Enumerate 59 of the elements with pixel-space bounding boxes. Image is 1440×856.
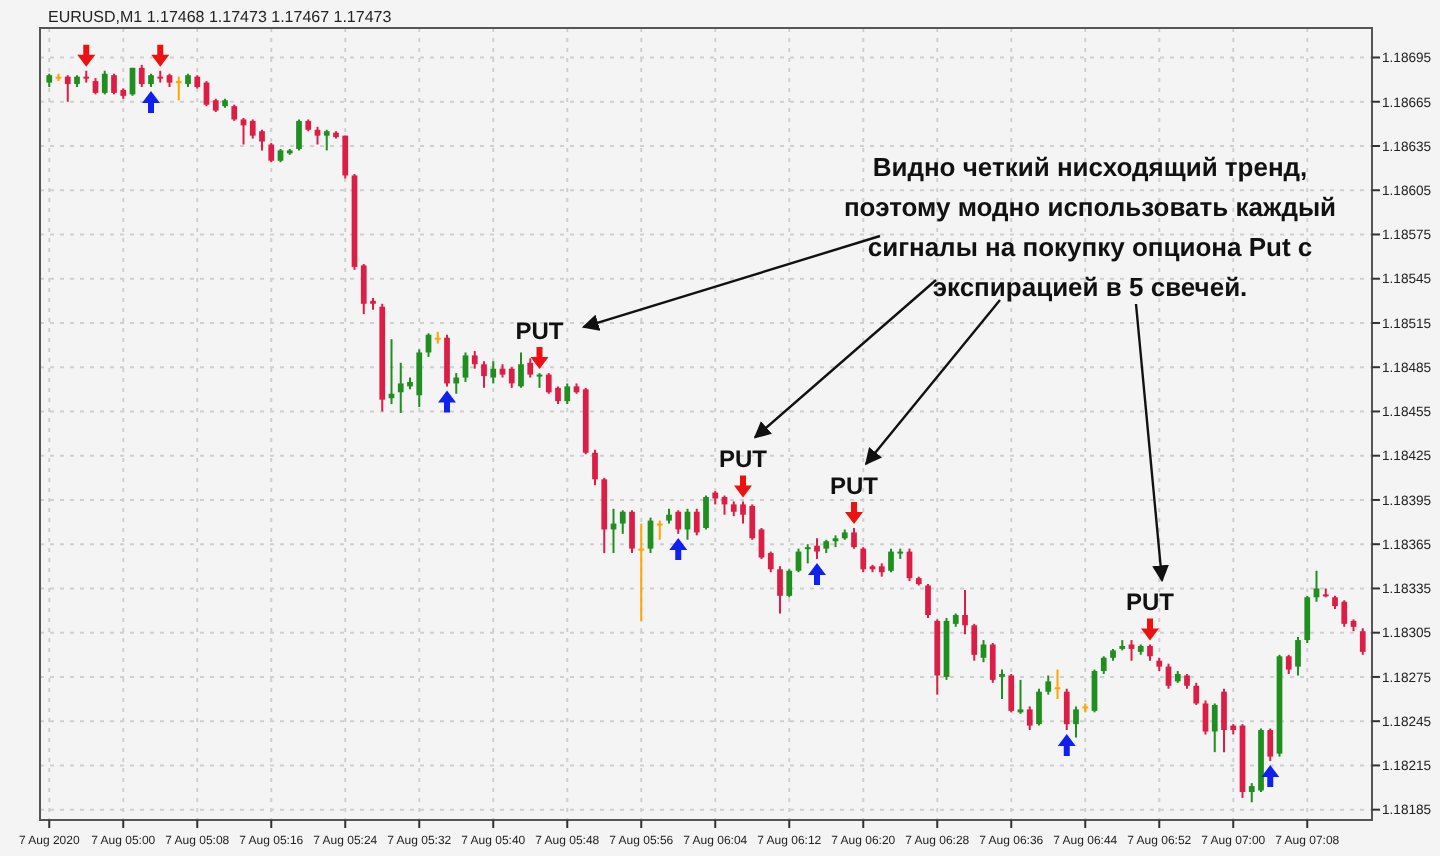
candlestick — [999, 668, 1005, 701]
candlestick — [1026, 705, 1033, 732]
candlestick — [804, 543, 811, 565]
candlestick — [989, 642, 996, 684]
candlestick — [1295, 636, 1301, 677]
candlestick — [592, 448, 598, 487]
candlestick — [1211, 702, 1218, 754]
candlestick — [444, 333, 450, 388]
candlestick — [490, 360, 497, 385]
candlestick — [138, 63, 145, 88]
candlestick — [296, 118, 302, 152]
annotation: PUT — [830, 471, 880, 500]
candlestick — [962, 588, 968, 636]
candlestick — [518, 351, 524, 389]
candlestick — [1128, 639, 1135, 662]
candlestick — [675, 509, 682, 535]
candlestick — [693, 507, 700, 537]
candlestick — [462, 351, 469, 383]
annotation: PUT — [515, 317, 565, 346]
candlestick — [101, 69, 108, 96]
candlestick — [860, 546, 867, 574]
candlestick — [564, 382, 571, 406]
candlestick — [1036, 687, 1042, 727]
candlestick — [786, 568, 793, 599]
annotation: PUT — [1126, 588, 1176, 617]
candlestick — [323, 128, 330, 152]
candlestick — [536, 372, 543, 389]
candlestick — [1359, 627, 1366, 656]
chart-title: EURUSD,M1 1.17468 1.17473 1.17467 1.17473 — [48, 8, 393, 26]
candlestick — [656, 519, 663, 541]
candlestick — [508, 366, 515, 389]
candlestick — [1304, 594, 1311, 645]
candlestick — [814, 537, 820, 560]
candlestick — [1008, 672, 1015, 714]
annotation: Видно четкий нисходящий тренд, поэтому модно использовать каждый сигналы на покупку опциона Put с экспирацией в 5 свечей. — [843, 152, 1337, 302]
candlestick — [175, 75, 182, 102]
candlestick — [1073, 705, 1079, 739]
candlestick — [481, 360, 487, 389]
candlestick — [268, 142, 275, 164]
candlestick — [1285, 653, 1292, 675]
candlestick — [1202, 699, 1209, 736]
candlestick — [1054, 668, 1061, 701]
candlestick — [925, 583, 931, 619]
candlestick — [1063, 687, 1070, 732]
candlestick — [851, 526, 857, 550]
candlestick — [980, 639, 987, 664]
candlestick — [777, 565, 783, 615]
candlestick — [767, 550, 774, 574]
candlestick — [1267, 727, 1274, 763]
candlestick — [619, 509, 626, 535]
candlestick — [527, 357, 534, 379]
candlestick — [1045, 674, 1052, 696]
candlestick — [638, 522, 645, 622]
candlestick — [629, 509, 635, 555]
candlestick — [971, 622, 978, 662]
candlestick — [64, 74, 71, 103]
candlestick — [703, 494, 709, 531]
annotation: PUT — [719, 445, 769, 474]
candlestick — [1193, 681, 1200, 706]
